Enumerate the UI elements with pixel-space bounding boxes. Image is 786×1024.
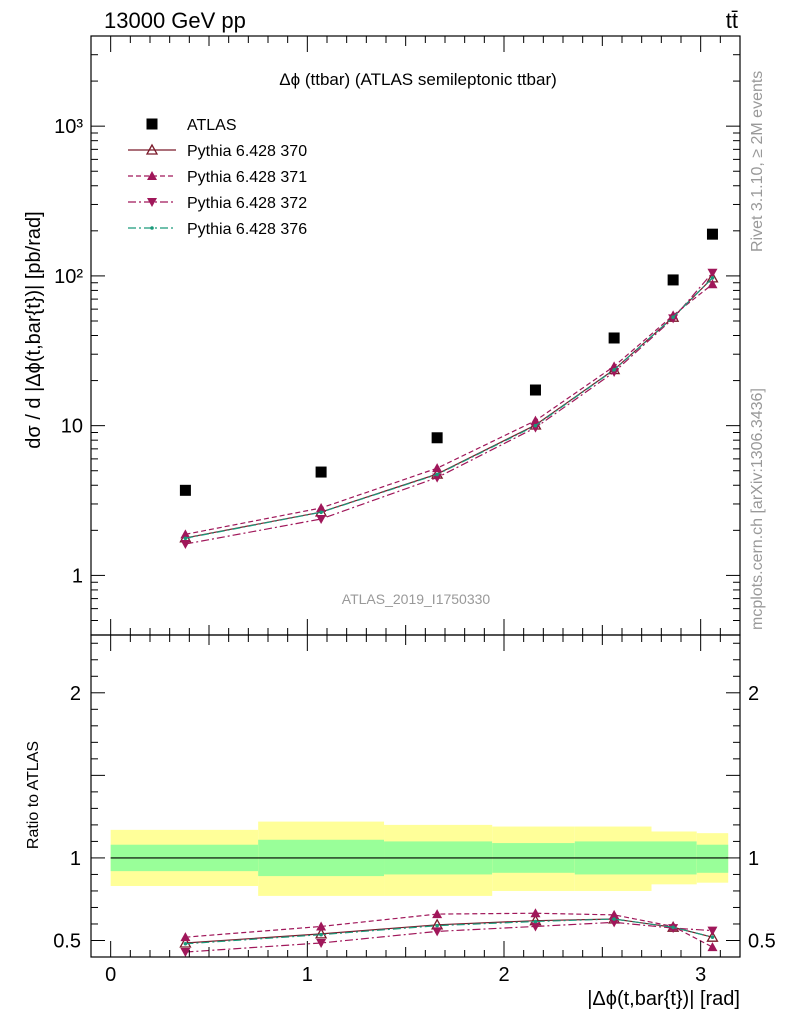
ratio-series-point (533, 919, 538, 924)
y-tick-label: 10³ (54, 116, 83, 138)
ratio-y-tick-label-right: 2 (748, 683, 759, 705)
x-tick-label: 2 (498, 964, 509, 986)
ratio-series-point (530, 908, 541, 918)
main-series-point (180, 540, 191, 550)
main-data-point (179, 484, 191, 496)
ratio-series-point (314, 927, 328, 939)
ratio-frame (90, 634, 741, 958)
legend-label: Pythia 6.428 371 (187, 169, 307, 186)
legend-marker (145, 143, 159, 155)
legend-marker (146, 118, 158, 130)
ratio-series-point (609, 909, 620, 919)
main-series-point (180, 529, 191, 539)
main-series-point (319, 510, 323, 515)
rivet-label: Rivet 3.1.10, ≥ 2M events (749, 71, 766, 252)
x-axis-label: |Δϕ(t,bar{t})| [rad] (587, 988, 740, 1010)
main-data-point (431, 432, 443, 444)
legend-marker (147, 171, 157, 180)
ratio-series-line (185, 912, 713, 948)
main-title: Δϕ (ttbar) (ATLAS semileptonic ttbar) (279, 70, 557, 89)
ratio-y-tick-label-right: 1 (748, 848, 759, 870)
legend-label: Pythia 6.428 370 (187, 143, 307, 160)
ratio-series-point (180, 948, 191, 958)
main-data-point (315, 466, 327, 478)
ratio-series-line (185, 918, 713, 944)
ratio-series-point (612, 917, 616, 921)
main-series-point (530, 423, 541, 433)
legend: ATLAS Pythia 6.428 370 Pythia 6.428 371 Pyt… (128, 117, 307, 238)
legend-marker (150, 226, 154, 230)
main-series-point (671, 315, 675, 319)
ratio-series-point (432, 909, 443, 919)
main-series-point (609, 368, 620, 378)
ratio-y-tick-label-right: 0.5 (748, 930, 776, 952)
ratio-y-tick-label: 1 (70, 848, 81, 870)
main-series-point (316, 502, 327, 512)
main-series-point (707, 279, 718, 289)
legend-label: Pythia 6.428 372 (187, 195, 307, 212)
main-series-point (432, 463, 443, 473)
ratio-y-tick-label: 2 (70, 683, 81, 705)
ratio-series-point (707, 942, 718, 952)
energy-label: 13000 GeV pp (104, 8, 246, 33)
ratio-series-point (316, 921, 327, 931)
legend-label: ATLAS (187, 117, 237, 134)
x-tick-label: 1 (302, 964, 313, 986)
main-data-point (706, 228, 718, 240)
ratio-series-point (609, 918, 620, 928)
ratio-series-point (316, 938, 327, 948)
main-series-point (316, 515, 327, 525)
main-data-point (667, 274, 679, 286)
ratio-series-point (319, 932, 323, 937)
ratio-y-axis-label: Ratio to ATLAS (25, 741, 42, 849)
main-series-line (185, 277, 713, 539)
analysis-watermark: ATLAS_2019_I1750330 (342, 591, 491, 607)
main-data-point (529, 384, 541, 396)
legend-marker (147, 198, 157, 207)
ratio-series-point (710, 935, 715, 939)
legend-label: Pythia 6.428 376 (187, 221, 307, 238)
ratio-series-point (706, 930, 719, 942)
main-data-point (608, 332, 620, 344)
ratio-series-point (707, 926, 718, 936)
main-series-line (185, 283, 713, 535)
uncertainty-band-inner (696, 844, 729, 873)
ratio-y-tick-label: 0.5 (53, 930, 81, 952)
ratio-series-point (179, 936, 192, 948)
ratio-series-point (180, 932, 191, 942)
ratio-series-point (183, 941, 188, 946)
main-series-point (183, 536, 188, 541)
y-tick-label: 10 (61, 416, 83, 438)
ratio-series-point (671, 925, 675, 930)
ratio-series-point (435, 923, 439, 928)
main-series-point (533, 423, 538, 428)
ratio-series-point (432, 927, 443, 937)
y-tick-label: 10² (54, 266, 83, 288)
main-y-axis-label: dσ / d |Δϕ(t,bar{t})| [pb/rad] (23, 211, 45, 448)
main-series-point (612, 368, 616, 372)
x-tick-label: 0 (105, 964, 116, 986)
main-series-point (707, 268, 718, 278)
main-series-point (710, 276, 715, 280)
main-series-point (530, 415, 541, 425)
process-label: tt̄ (726, 8, 738, 33)
main-series-line (185, 277, 713, 539)
x-tick-label: 3 (695, 964, 706, 986)
ratio-series-point (530, 922, 541, 932)
main-series-point (435, 472, 439, 477)
main-series-line (185, 272, 713, 545)
ratio-series-line (185, 918, 713, 945)
mcplots-label: mcplots.cern.ch [arXiv:1306.3436] (749, 388, 766, 630)
y-tick-label: 1 (72, 565, 83, 587)
